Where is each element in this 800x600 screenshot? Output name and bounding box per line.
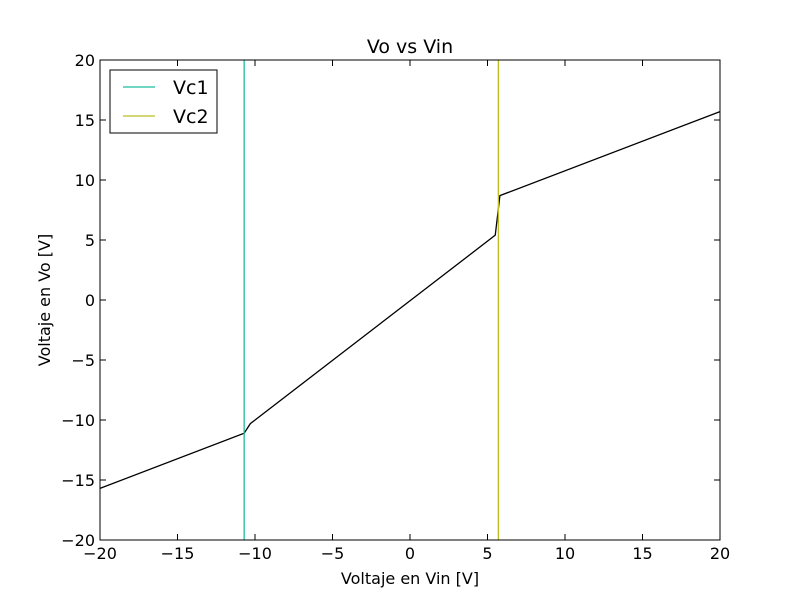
y-tick-label: −10 — [61, 411, 95, 430]
series-layer — [99, 60, 721, 540]
x-tick-label: 20 — [710, 544, 730, 563]
legend-label-vc1: Vc1 — [173, 77, 209, 99]
y-tick-label: 5 — [85, 231, 95, 250]
tick-layer: −20 −15 −10 −5 0 5 10 15 20 −20 −15 −10 −5 0 5 10 15 20 — [61, 51, 730, 563]
y-tick-label: −15 — [61, 471, 95, 490]
x-tick-label: 0 — [405, 544, 415, 563]
y-tick-label: 0 — [85, 291, 95, 310]
y-tick-label: 15 — [75, 111, 95, 130]
y-tick-label: −5 — [71, 351, 95, 370]
x-tick-label: 15 — [632, 544, 652, 563]
x-tick-label: −15 — [161, 544, 195, 563]
x-axis-title: Voltaje en Vin [V] — [341, 569, 479, 588]
y-tick-label: 10 — [75, 171, 95, 190]
x-tick-label: −5 — [321, 544, 345, 563]
x-tick-label: −10 — [238, 544, 272, 563]
x-tick-label: −20 — [83, 544, 117, 563]
y-tick-label: 20 — [75, 51, 95, 70]
legend-box — [109, 69, 218, 134]
y-axis-title: Voltaje en Vo [V] — [35, 234, 54, 366]
y-tick-label: −20 — [61, 531, 95, 550]
x-tick-label: 5 — [482, 544, 492, 563]
transfer-curve — [99, 110, 721, 490]
x-tick-label: 10 — [555, 544, 575, 563]
legend-label-vc2: Vc2 — [173, 106, 209, 128]
chart-title: Vo vs Vin — [367, 36, 453, 58]
plot-area: −20 −15 −10 −5 0 5 10 15 20 −20 −15 −10 −5 0 5 10 15 20 — [61, 51, 730, 563]
